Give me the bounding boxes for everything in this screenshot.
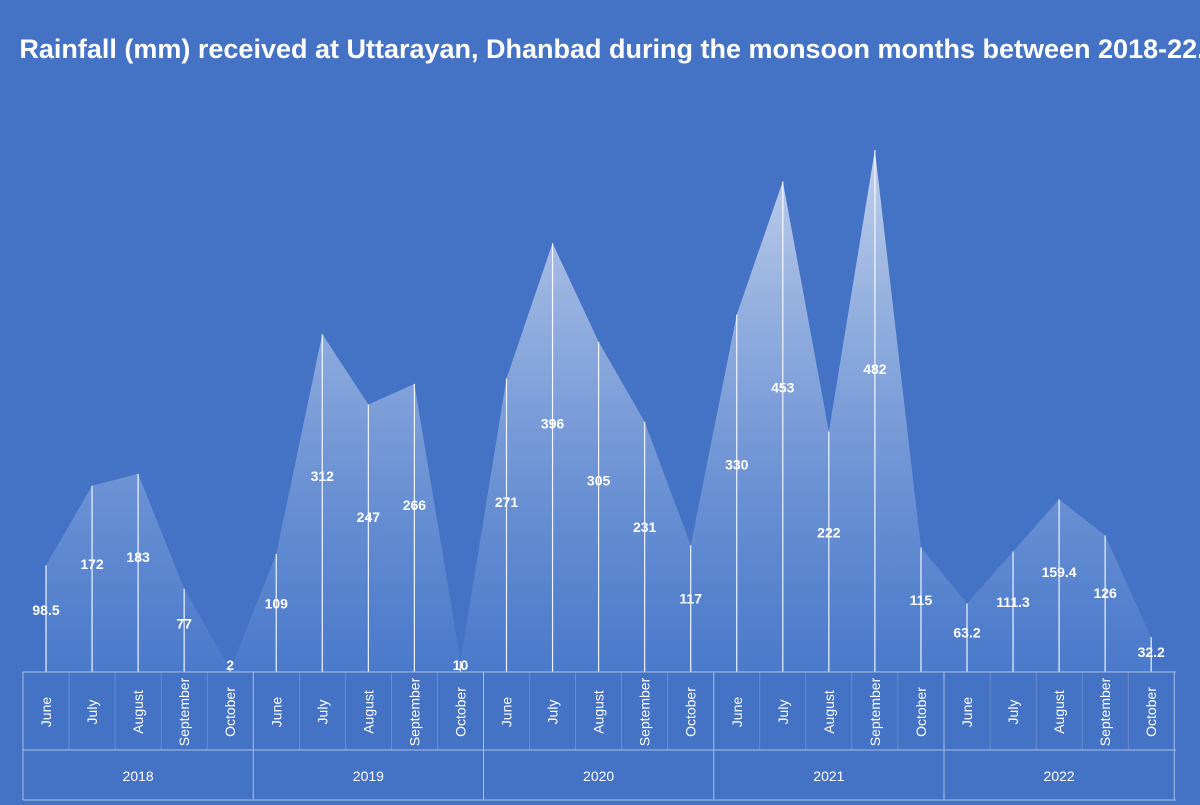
value-label-2022-september: 126 <box>1093 585 1117 601</box>
month-label: September <box>867 677 883 746</box>
month-label: June <box>959 697 975 728</box>
month-label: July <box>1005 700 1021 725</box>
month-label: June <box>729 697 745 728</box>
year-label-2019: 2019 <box>353 768 384 784</box>
value-label-2020-october: 117 <box>679 591 702 607</box>
month-label: September <box>637 677 653 746</box>
value-label-2020-august: 305 <box>587 472 611 488</box>
month-label: August <box>821 690 837 734</box>
value-label-2019-september: 266 <box>403 497 427 513</box>
month-label: August <box>360 690 376 734</box>
chart-title: Rainfall (mm) received at Uttarayan, Dha… <box>19 34 1200 64</box>
year-label-2018: 2018 <box>123 768 154 784</box>
value-label-2022-october: 32.2 <box>1138 644 1165 660</box>
value-label-2020-july: 396 <box>541 415 565 431</box>
month-label: July <box>84 700 100 725</box>
value-label-2020-june: 271 <box>495 494 519 510</box>
month-label: October <box>683 687 699 737</box>
value-label-2022-june: 63.2 <box>953 624 980 640</box>
value-label-2019-october: 10 <box>453 657 469 673</box>
month-label: October <box>913 687 929 737</box>
value-label-2020-september: 231 <box>633 519 657 535</box>
value-label-2022-july: 111.3 <box>996 594 1030 610</box>
month-label: October <box>1143 687 1159 737</box>
month-label: July <box>775 700 791 725</box>
month-label: September <box>1097 677 1113 746</box>
value-label-2021-june: 330 <box>725 457 749 473</box>
value-label-2019-june: 109 <box>265 596 289 612</box>
value-label-2018-july: 172 <box>80 556 104 572</box>
month-label: October <box>222 687 238 737</box>
month-label: September <box>406 677 422 746</box>
value-label-2018-october: 2 <box>226 657 234 673</box>
month-label: August <box>1051 690 1067 734</box>
value-label-2021-october: 115 <box>910 592 933 608</box>
month-label: September <box>176 677 192 746</box>
month-label: July <box>314 700 330 725</box>
month-label: June <box>268 697 284 728</box>
value-label-2019-august: 247 <box>357 509 381 525</box>
value-label-2021-july: 453 <box>771 379 795 395</box>
value-label-2019-july: 312 <box>311 468 335 484</box>
year-label-2020: 2020 <box>583 768 614 784</box>
month-label: July <box>545 700 561 725</box>
value-label-2021-september: 482 <box>863 361 887 377</box>
month-label: August <box>591 690 607 734</box>
year-label-2021: 2021 <box>813 768 844 784</box>
value-label-2022-august: 159.4 <box>1042 564 1077 580</box>
month-label: June <box>38 697 54 728</box>
value-label-2018-june: 98.5 <box>32 602 59 618</box>
value-label-2018-september: 77 <box>176 616 192 632</box>
year-label-2022: 2022 <box>1044 768 1075 784</box>
month-label: October <box>452 687 468 737</box>
value-label-2021-august: 222 <box>817 525 841 541</box>
value-label-2018-august: 183 <box>126 549 150 565</box>
month-label: June <box>499 697 515 728</box>
month-label: August <box>130 690 146 734</box>
